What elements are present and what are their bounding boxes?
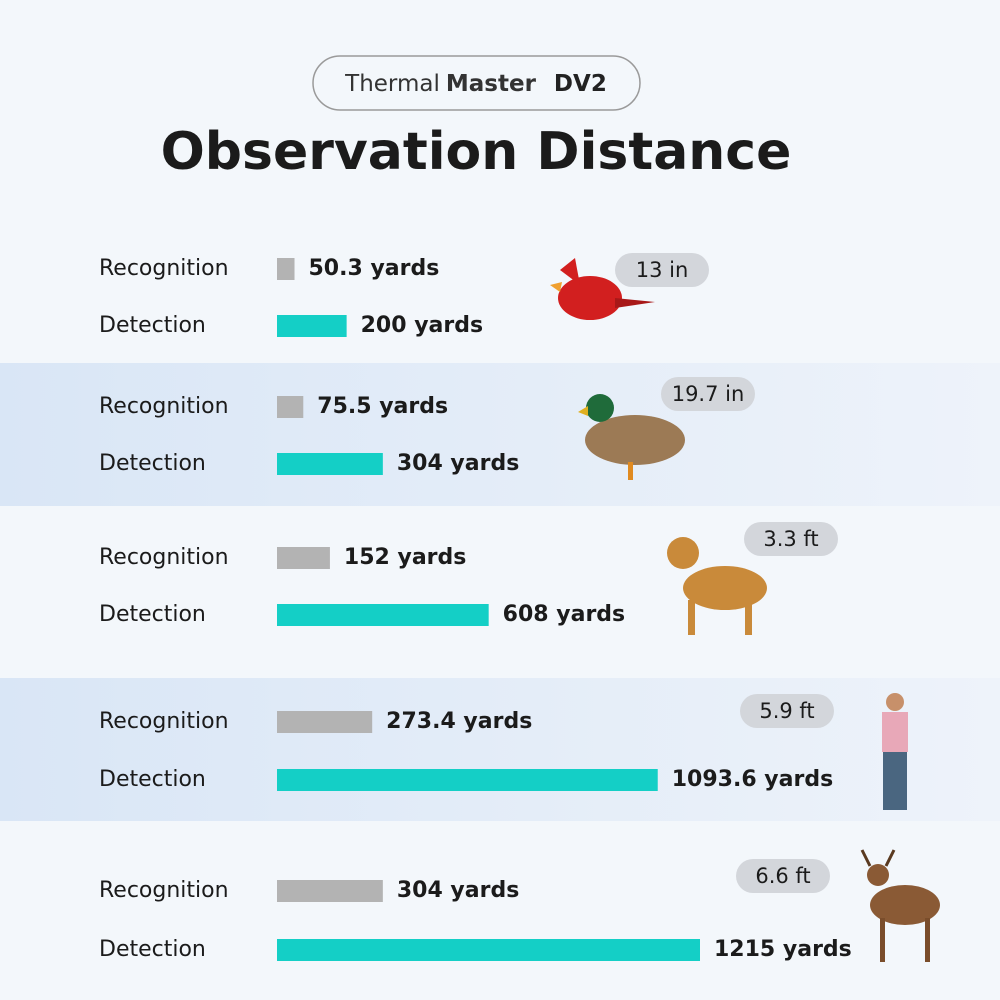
series-label: Detection xyxy=(99,767,206,792)
value-label: 304 yards xyxy=(397,878,519,903)
size-pill xyxy=(615,253,709,287)
value-label: 304 yards xyxy=(397,451,519,476)
size-label: 19.7 in xyxy=(672,382,745,406)
bar xyxy=(277,939,700,961)
bar xyxy=(277,880,383,902)
value-label: 273.4 yards xyxy=(386,709,532,734)
size-pill xyxy=(661,377,755,411)
series-label: Recognition xyxy=(99,394,229,419)
bar xyxy=(277,315,347,337)
value-label: 75.5 yards xyxy=(317,394,448,419)
series-label: Detection xyxy=(99,937,206,962)
value-label: 200 yards xyxy=(361,313,483,338)
chart-title: Observation Distance xyxy=(161,122,792,182)
dog-icon xyxy=(667,537,767,635)
size-label: 5.9 ft xyxy=(759,699,814,723)
size-label: 3.3 ft xyxy=(763,527,818,551)
duck-icon xyxy=(578,394,685,480)
size-pill xyxy=(736,859,830,893)
series-label: Recognition xyxy=(99,545,229,570)
bar xyxy=(277,547,330,569)
series-label: Recognition xyxy=(99,256,229,281)
series-label: Detection xyxy=(99,602,206,627)
value-label: 608 yards xyxy=(503,602,625,627)
row-band xyxy=(0,363,1000,506)
size-label: 13 in xyxy=(636,258,689,282)
size-pill xyxy=(740,694,834,728)
brand-pill xyxy=(312,55,641,111)
value-label: 1093.6 yards xyxy=(672,767,833,792)
bar xyxy=(277,604,489,626)
series-label: Recognition xyxy=(99,878,229,903)
value-label: 152 yards xyxy=(344,545,466,570)
series-label: Detection xyxy=(99,451,206,476)
model: DV2 xyxy=(554,71,607,97)
bar xyxy=(277,396,304,418)
brand-light: Thermal xyxy=(344,71,440,97)
series-label: Recognition xyxy=(99,709,229,734)
deer-icon xyxy=(860,849,940,962)
person-icon xyxy=(882,693,908,810)
value-label: 1215 yards xyxy=(714,937,852,962)
row-band xyxy=(0,678,1000,821)
bar xyxy=(277,769,658,791)
brand: Thermal Master DV2 xyxy=(344,71,607,97)
size-label: 6.6 ft xyxy=(755,864,810,888)
size-pill xyxy=(744,522,838,556)
brand-bold: Master xyxy=(446,71,537,97)
bar xyxy=(277,453,383,475)
value-label: 50.3 yards xyxy=(309,256,440,281)
series-label: Detection xyxy=(99,313,206,338)
bar xyxy=(277,711,373,733)
bar xyxy=(277,258,295,280)
cardinal-icon xyxy=(550,258,655,320)
